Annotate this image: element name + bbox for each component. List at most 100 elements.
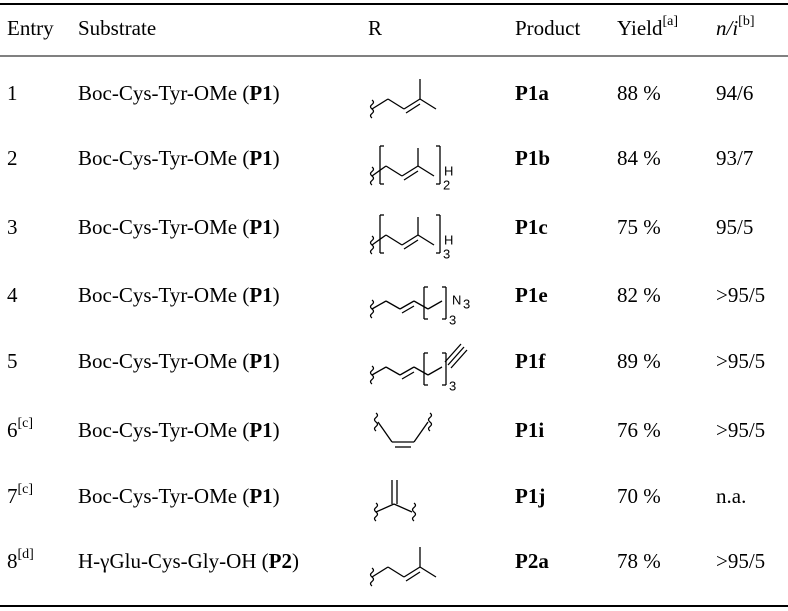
substrate-close: )	[273, 283, 280, 307]
substrate: H-γGlu-Cys-Gly-OH (P2)	[78, 549, 299, 573]
structure-label: 3	[449, 312, 456, 327]
bond	[401, 305, 415, 314]
structure: 3H	[369, 214, 453, 261]
bond	[377, 421, 393, 443]
substrate: Boc-Cys-Tyr-OMe (P1)	[78, 484, 280, 508]
bond	[413, 421, 429, 443]
bond	[371, 366, 387, 376]
bond	[417, 234, 435, 246]
n-i-ratio: >95/5	[716, 283, 765, 307]
substrate-close: )	[273, 418, 280, 442]
yield: 88 %	[617, 81, 661, 105]
bond	[444, 343, 462, 363]
bond	[399, 366, 415, 376]
bond	[387, 566, 405, 578]
header-cell: Yield[a]	[617, 14, 678, 40]
structure-label: 3	[449, 378, 456, 393]
entry: 5	[7, 349, 18, 373]
substrate-close: )	[273, 484, 280, 508]
substrate-close: )	[273, 349, 280, 373]
bond	[450, 349, 468, 369]
substrate-name: Boc-Cys-Tyr-OMe (	[78, 146, 249, 170]
substrate-close: )	[273, 146, 280, 170]
structure-label: H	[444, 163, 453, 178]
yield: 82 %	[617, 283, 661, 307]
structure-label: 3	[463, 296, 470, 311]
entry-number: 8	[7, 549, 18, 573]
yield: 78 %	[617, 549, 661, 573]
bond	[419, 566, 437, 578]
substrate-code: P1	[249, 215, 272, 239]
wavy-bond	[373, 412, 379, 432]
bond	[413, 300, 429, 310]
entry-sup: [d]	[18, 547, 34, 562]
wavy-bond	[369, 299, 375, 319]
product: P1j	[515, 484, 545, 508]
structure-label: H	[444, 232, 453, 247]
bond	[419, 98, 437, 110]
entry: 2	[7, 146, 18, 170]
n-i-ratio: >95/5	[716, 549, 765, 573]
substrate: Boc-Cys-Tyr-OMe (P1)	[78, 215, 280, 239]
wavy-bond	[411, 502, 417, 522]
header-sup: [a]	[663, 14, 679, 29]
bond	[401, 234, 419, 246]
wavy-bond	[369, 365, 375, 385]
bond	[401, 165, 419, 177]
header-text: Yield	[617, 16, 663, 40]
header-cell: n/i[b]	[716, 14, 755, 40]
structure	[373, 412, 433, 448]
yield: 84 %	[617, 146, 661, 170]
substrate: Boc-Cys-Tyr-OMe (P1)	[78, 283, 280, 307]
bond	[399, 300, 415, 310]
yield: 89 %	[617, 349, 661, 373]
product: P1b	[515, 146, 550, 170]
substrate-code: P1	[249, 283, 272, 307]
bond	[403, 170, 419, 181]
entry-number: 6	[7, 418, 18, 442]
substrate-name: Boc-Cys-Tyr-OMe (	[78, 418, 249, 442]
bond	[413, 366, 429, 376]
substrate-code: P1	[249, 484, 272, 508]
header-cell: Substrate	[78, 16, 156, 40]
n-i-ratio: >95/5	[716, 418, 765, 442]
wavy-bond	[373, 502, 379, 522]
product: P1f	[515, 349, 546, 373]
yield: 70 %	[617, 484, 661, 508]
structure: 3	[369, 343, 468, 393]
header-text: Entry	[7, 16, 54, 40]
bond	[375, 503, 395, 513]
bond	[427, 300, 443, 310]
bond	[371, 234, 387, 246]
structure-label: 2	[443, 177, 450, 192]
entry-number: 3	[7, 215, 18, 239]
bond	[401, 371, 415, 380]
substrate-close: )	[292, 549, 299, 573]
bond	[447, 346, 465, 366]
product: P1i	[515, 418, 544, 442]
product: P1c	[515, 215, 548, 239]
wavy-bond	[369, 235, 375, 255]
yield: 76 %	[617, 418, 661, 442]
bond	[417, 165, 435, 177]
product: P2a	[515, 549, 549, 573]
bond	[403, 566, 421, 578]
product: P1e	[515, 283, 548, 307]
bond	[403, 239, 419, 250]
structure: 2H	[369, 145, 453, 192]
substrate-code: P1	[249, 146, 272, 170]
entry-number: 1	[7, 81, 18, 105]
entry-number: 4	[7, 283, 18, 307]
substrate-name: Boc-Cys-Tyr-OMe (	[78, 484, 249, 508]
structure-label: 3	[443, 246, 450, 261]
substrate: Boc-Cys-Tyr-OMe (P1)	[78, 418, 280, 442]
substrate-close: )	[273, 81, 280, 105]
substrate-name: Boc-Cys-Tyr-OMe (	[78, 283, 249, 307]
substrate-name: Boc-Cys-Tyr-OMe (	[78, 81, 249, 105]
bond	[371, 300, 387, 310]
entry-number: 5	[7, 349, 18, 373]
entry-number: 2	[7, 146, 18, 170]
substrate-name: Boc-Cys-Tyr-OMe (	[78, 215, 249, 239]
yield: 75 %	[617, 215, 661, 239]
